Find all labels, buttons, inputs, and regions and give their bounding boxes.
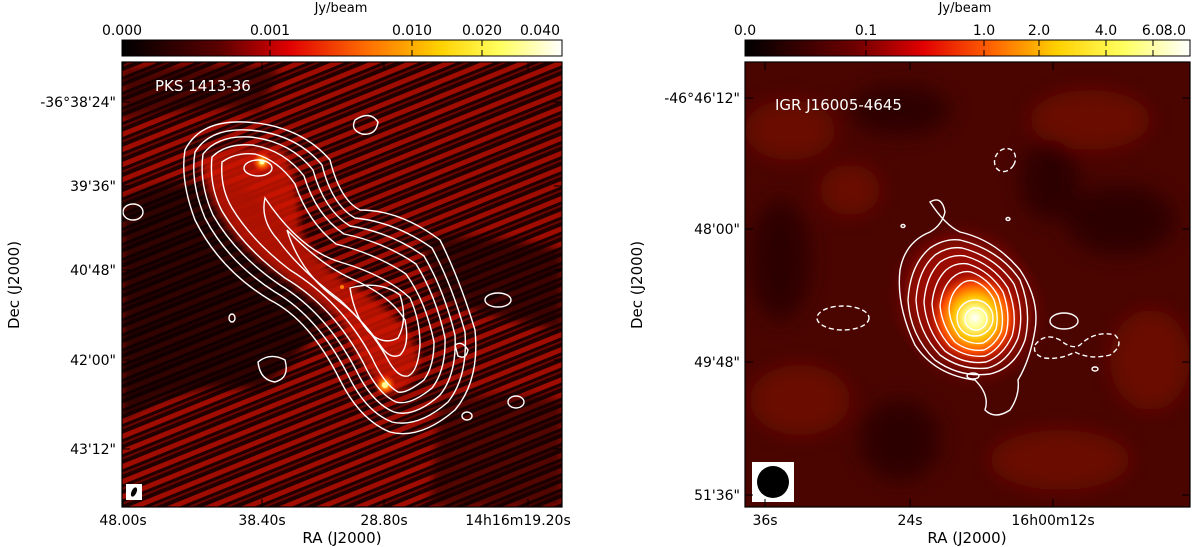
right-xtick-label: 24s [897, 513, 922, 529]
right-ytick-label: 51'36" [694, 488, 740, 504]
right-colorbar-tick-label: 0.1 [855, 23, 877, 39]
left-colorbar-tick-label: 0.000 [102, 23, 142, 39]
right-ylabel: Dec (J2000) [628, 241, 646, 329]
left-beam [130, 487, 138, 497]
left-radio-image [122, 62, 562, 507]
left-frame [121, 61, 563, 508]
right-colorbar-ticks [865, 40, 1154, 56]
right-radio-image [745, 62, 1190, 507]
right-colorbar-unit: Jy/beam [938, 1, 992, 16]
right-colorbar-tick-label: 6.0 [1142, 23, 1164, 39]
right-panel: Jy/beam 0.0 0.1 1.0 2.0 4.0 6.0 8.0 [628, 1, 1191, 547]
left-ylabel: Dec (J2000) [5, 241, 23, 329]
left-ytick-label: 40'48" [70, 263, 116, 279]
left-colorbar-tick-label: 0.040 [520, 23, 560, 39]
right-colorbar-tick-label: 1.0 [973, 23, 995, 39]
right-colorbar-tick-label: 0.0 [734, 23, 756, 39]
right-xlabel: RA (J2000) [927, 529, 1006, 547]
right-axis-ticks [745, 62, 1190, 507]
right-xtick-label: 36s [752, 513, 777, 529]
right-frame [744, 61, 1191, 508]
left-ytick-label: 39'36" [70, 179, 116, 195]
left-ytick-label: 43'12" [70, 442, 116, 458]
left-colorbar-tick-label: 0.001 [250, 23, 290, 39]
left-xtick-label: 38.40s [238, 513, 285, 529]
right-xtick-label: 16h00m12s [1011, 513, 1094, 529]
left-contours [122, 114, 525, 435]
left-colorbar-unit: Jy/beam [314, 1, 368, 16]
right-source-label: IGR J16005-4645 [775, 96, 902, 114]
left-axis-ticks [122, 62, 562, 507]
left-colorbar-tick-label: 0.010 [392, 23, 432, 39]
left-colorbar-ticks [269, 40, 483, 56]
right-beam [757, 466, 789, 498]
right-colorbar-tick-label: 8.0 [1164, 23, 1186, 39]
right-ytick-label: 48'00" [694, 222, 740, 238]
right-ytick-label: 49'48" [694, 355, 740, 371]
right-contours [898, 199, 1099, 416]
left-colorbar-tick-label: 0.020 [462, 23, 502, 39]
left-colorbar [121, 39, 563, 57]
left-xtick-label: 28.80s [360, 513, 407, 529]
right-ytick-label: -46°46'12" [664, 91, 740, 107]
right-colorbar-tick-label: 4.0 [1095, 23, 1117, 39]
left-xtick-label: 14h16m19.20s [465, 513, 571, 529]
left-ytick-label: -36°38'24" [40, 95, 116, 111]
right-colorbar-tick-label: 2.0 [1028, 23, 1050, 39]
right-colorbar [744, 39, 1191, 57]
right-negative-contours [816, 147, 1120, 360]
left-ytick-label: 42'00" [70, 353, 116, 369]
left-panel: Jy/beam 0.000 0.001 0.010 0.020 0.040 [5, 1, 571, 547]
left-source-label: PKS 1413-36 [155, 77, 251, 95]
left-xtick-label: 48.00s [99, 513, 146, 529]
left-xlabel: RA (J2000) [302, 529, 381, 547]
